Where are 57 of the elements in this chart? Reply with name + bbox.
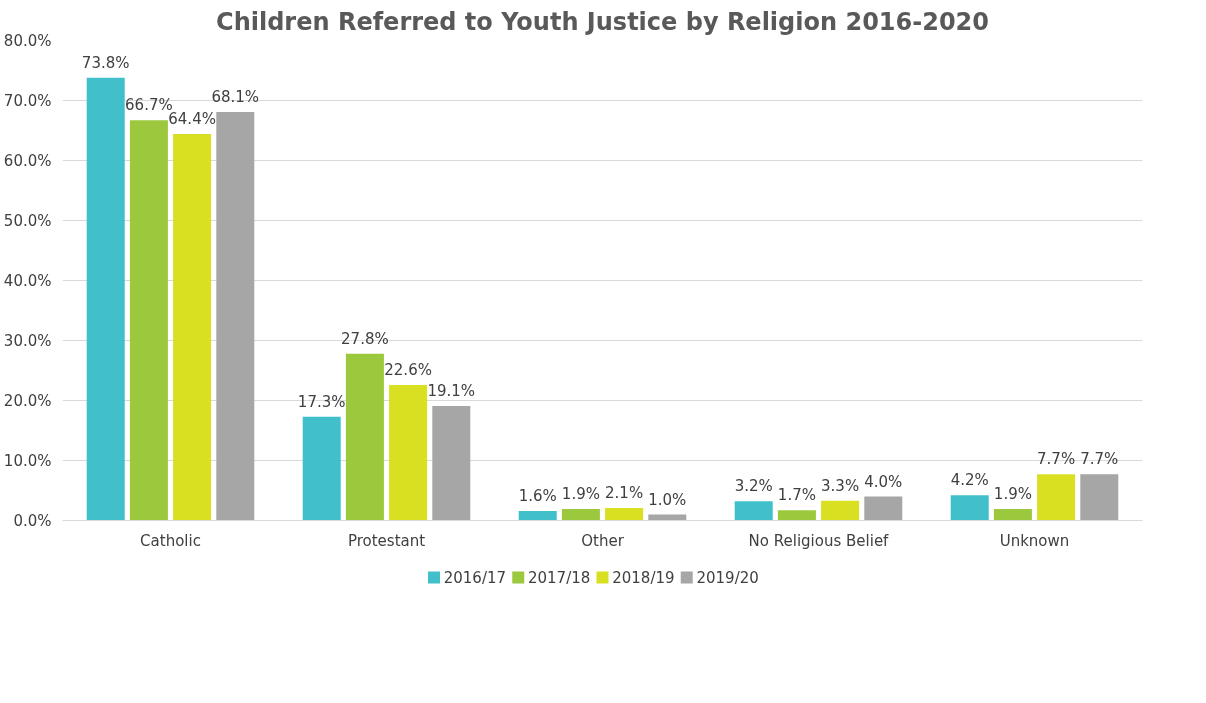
- x-tick-label: Protestant: [347, 531, 426, 550]
- y-tick-label: 40.0%: [3, 271, 52, 290]
- bar: [173, 134, 212, 521]
- y-tick-label: 80.0%: [3, 31, 52, 50]
- bar: [1037, 474, 1076, 521]
- bar: [864, 496, 903, 521]
- bar: [389, 384, 428, 521]
- bar: [561, 509, 600, 521]
- data-label: 3.2%: [734, 477, 773, 496]
- bar: [821, 500, 860, 521]
- data-label: 1.0%: [648, 490, 687, 509]
- y-tick-label: 70.0%: [3, 91, 52, 110]
- data-label: 1.6%: [518, 486, 557, 505]
- data-label: 19.1%: [427, 381, 476, 400]
- data-label: 68.1%: [211, 87, 260, 106]
- bar: [86, 77, 125, 521]
- data-label: 2.1%: [605, 483, 644, 502]
- data-label: 27.8%: [341, 329, 389, 348]
- x-tick-label: Catholic: [140, 531, 201, 550]
- data-label: 1.9%: [561, 485, 600, 504]
- x-tick-label: Unknown: [999, 531, 1070, 550]
- y-tick-label: 30.0%: [3, 331, 52, 350]
- data-label: 7.7%: [1037, 450, 1076, 469]
- legend-label: 2019/20: [696, 568, 759, 587]
- data-label: 64.4%: [168, 110, 216, 129]
- y-tick-label: 50.0%: [3, 211, 52, 230]
- data-label: 4.2%: [950, 471, 989, 490]
- bar: [129, 120, 168, 521]
- bar: [734, 501, 773, 521]
- y-tick-label: 20.0%: [3, 391, 52, 410]
- bar: [518, 510, 557, 521]
- bar: [302, 416, 341, 521]
- bar: [1080, 474, 1119, 521]
- bar: [777, 510, 816, 521]
- y-tick-label: 60.0%: [3, 151, 52, 170]
- y-tick-label: 10.0%: [3, 451, 52, 470]
- x-tick-label: No Religious Belief: [748, 531, 890, 550]
- data-label: 1.7%: [777, 486, 816, 505]
- data-label: 1.9%: [993, 485, 1032, 504]
- data-label: 17.3%: [297, 392, 346, 411]
- data-label: 22.6%: [384, 360, 432, 379]
- legend-label: 2016/17: [443, 568, 507, 587]
- data-label: 7.7%: [1080, 450, 1119, 469]
- legend-label: 2018/19: [612, 568, 675, 587]
- y-tick-label: 0.0%: [13, 511, 52, 530]
- legend-label: 2017/18: [527, 568, 591, 587]
- x-tick-label: Other: [581, 531, 625, 550]
- bar: [605, 507, 644, 521]
- bar: [993, 509, 1032, 521]
- bar: [345, 353, 384, 521]
- chart-title: Children Referred to Youth Justice by Religion 2016-2020: [216, 7, 989, 36]
- bar: [432, 405, 471, 521]
- bar: [950, 495, 989, 521]
- data-label: 73.8%: [81, 53, 130, 72]
- data-label: 4.0%: [864, 472, 903, 491]
- data-label: 3.3%: [821, 476, 860, 495]
- bar: [216, 111, 255, 521]
